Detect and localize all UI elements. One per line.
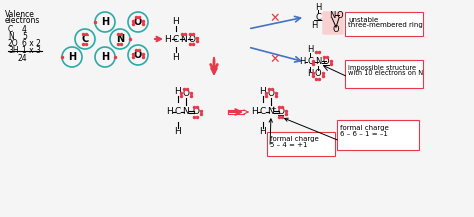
Text: 2O: 2O: [8, 39, 18, 48]
Text: C: C: [173, 35, 179, 43]
Text: 4: 4: [22, 25, 27, 34]
Text: H: H: [307, 46, 313, 54]
Text: H: H: [307, 69, 313, 79]
Text: ✕: ✕: [270, 12, 280, 25]
Text: 6 x 2: 6 x 2: [22, 39, 41, 48]
Text: 1 x 3: 1 x 3: [22, 46, 41, 55]
Text: O: O: [192, 107, 200, 117]
Text: impossible structure: impossible structure: [348, 65, 416, 71]
Text: H: H: [68, 52, 76, 62]
Text: O: O: [134, 50, 142, 60]
Text: three-membered ring: three-membered ring: [348, 22, 423, 28]
Text: H: H: [252, 107, 258, 117]
FancyBboxPatch shape: [323, 12, 343, 34]
Text: C: C: [307, 58, 313, 66]
Text: H: H: [101, 17, 109, 27]
Text: C: C: [82, 34, 89, 44]
Text: 3H: 3H: [8, 46, 18, 55]
Text: N: N: [329, 10, 335, 20]
Text: O: O: [277, 107, 284, 117]
Text: H: H: [315, 3, 321, 12]
Text: H: H: [173, 16, 179, 26]
Text: +: +: [270, 106, 276, 112]
Text: 6 – 6 – 1 = –1: 6 – 6 – 1 = –1: [340, 131, 388, 137]
Text: H: H: [299, 58, 305, 66]
Text: O: O: [189, 35, 195, 43]
Text: C: C: [315, 13, 321, 21]
Text: unstable: unstable: [348, 17, 378, 23]
FancyBboxPatch shape: [345, 12, 423, 36]
Text: N: N: [116, 34, 124, 44]
Text: O: O: [134, 17, 142, 27]
Text: 24: 24: [18, 54, 27, 63]
Text: N: N: [182, 107, 190, 117]
Text: O: O: [267, 89, 274, 99]
Text: O: O: [333, 25, 339, 33]
Text: H: H: [260, 87, 266, 97]
Text: H: H: [164, 35, 172, 43]
Text: O: O: [323, 58, 329, 66]
Text: with 10 electrons on N: with 10 electrons on N: [348, 70, 423, 76]
Text: H: H: [260, 128, 266, 136]
Text: O: O: [315, 69, 321, 79]
FancyArrowPatch shape: [210, 60, 218, 71]
Text: electrons: electrons: [5, 16, 40, 25]
Text: H: H: [101, 52, 109, 62]
Text: formal charge: formal charge: [340, 125, 389, 131]
Text: C: C: [260, 107, 266, 117]
Text: Valence: Valence: [5, 10, 35, 19]
FancyBboxPatch shape: [345, 60, 423, 88]
Text: O: O: [182, 89, 190, 99]
Text: C: C: [8, 25, 13, 34]
Text: N: N: [8, 32, 14, 41]
Text: H: H: [167, 107, 173, 117]
FancyArrowPatch shape: [155, 37, 161, 41]
Text: C: C: [175, 107, 181, 117]
Text: H: H: [311, 20, 317, 30]
Text: formal charge: formal charge: [270, 136, 319, 142]
Text: 5 – 4 = +1: 5 – 4 = +1: [270, 142, 308, 148]
Text: N: N: [181, 35, 187, 43]
Text: 5: 5: [22, 32, 27, 41]
Text: H: H: [173, 53, 179, 61]
Text: N: N: [268, 107, 274, 117]
Text: H: H: [174, 128, 182, 136]
Text: ✕: ✕: [270, 53, 280, 66]
FancyBboxPatch shape: [337, 120, 419, 150]
Text: N: N: [315, 58, 321, 66]
FancyBboxPatch shape: [267, 132, 335, 156]
Text: −: −: [277, 111, 285, 121]
Text: H: H: [174, 87, 182, 97]
Text: O: O: [337, 10, 343, 20]
